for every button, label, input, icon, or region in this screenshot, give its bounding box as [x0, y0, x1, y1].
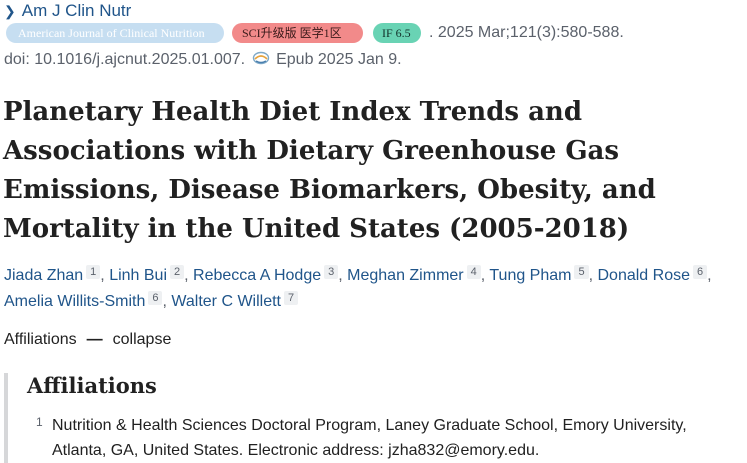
author-link[interactable]: Tung Pham — [489, 267, 572, 284]
author-item: Tung Pham 5, — [489, 265, 598, 284]
epub-date: Epub 2025 Jan 9. — [276, 51, 402, 68]
doi-text: doi: 10.1016/j.ajcnut.2025.01.007. — [4, 51, 246, 68]
author-link[interactable]: Rebecca A Hodge — [193, 267, 322, 284]
affiliation-ref[interactable]: 1 — [86, 265, 101, 279]
author-item: Walter C Willett 7 — [171, 291, 299, 310]
affiliation-ref[interactable]: 6 — [693, 265, 708, 279]
article-title: Planetary Health Diet Index Trends and A… — [3, 97, 656, 244]
affiliations-toggle[interactable]: Affiliations — collapse — [4, 331, 171, 349]
author-item: Linh Bui 2, — [109, 265, 194, 284]
author-link[interactable]: Walter C Willett — [171, 293, 281, 310]
author-link[interactable]: Meghan Zimmer — [347, 267, 464, 284]
affiliation-number: 1 — [36, 415, 43, 429]
affiliation-ref[interactable]: 4 — [466, 265, 481, 279]
affiliation-ref[interactable]: 3 — [324, 265, 339, 279]
journal-link[interactable]: Am J Clin Nutr — [21, 1, 132, 20]
toggle-separator: — — [86, 331, 103, 348]
journal-full-badge: American Journal of Clinical Nutrition — [6, 23, 224, 43]
affiliations-panel: Affiliations 1 Nutrition & Health Scienc… — [4, 373, 747, 463]
affiliation-ref[interactable]: 7 — [284, 291, 299, 305]
affiliations-toggle-label: Affiliations — [4, 331, 77, 348]
author-item: Rebecca A Hodge 3, — [193, 265, 348, 284]
author-link[interactable]: Donald Rose — [597, 267, 691, 284]
author-link[interactable]: Amelia Willits-Smith — [4, 293, 146, 310]
affiliation-ref[interactable]: 5 — [574, 265, 589, 279]
affiliation-text: Nutrition & Health Sciences Doctoral Pro… — [52, 417, 687, 459]
epub-icon — [252, 50, 270, 66]
affiliation-item: 1 Nutrition & Health Sciences Doctoral P… — [36, 413, 722, 463]
journal-row: ❯ Am J Clin Nutr — [4, 1, 131, 21]
sci-rank-badge: SCI升级版 医学1区 — [232, 23, 363, 43]
author-item: Donald Rose 6, — [597, 265, 712, 284]
affiliation-ref[interactable]: 6 — [148, 291, 163, 305]
author-link[interactable]: Jiada Zhan — [4, 267, 84, 284]
chevron-right-icon[interactable]: ❯ — [4, 2, 16, 19]
citation-details: . 2025 Mar;121(3):580-588. — [429, 24, 624, 41]
impact-factor-badge: IF 6.5 — [373, 23, 421, 43]
author-link[interactable]: Linh Bui — [109, 267, 168, 284]
affiliation-ref[interactable]: 2 — [170, 265, 185, 279]
collapse-link[interactable]: collapse — [112, 331, 172, 348]
author-list: Jiada Zhan 1, Linh Bui 2, Rebecca A Hodge 3… — [4, 263, 739, 315]
author-item: Amelia Willits-Smith 6, — [4, 291, 172, 310]
affiliations-heading: Affiliations — [27, 373, 157, 398]
author-item: Meghan Zimmer 4, — [347, 265, 490, 284]
tags-row: American Journal of Clinical Nutrition S… — [6, 23, 624, 43]
doi-row: doi: 10.1016/j.ajcnut.2025.01.007. Epub … — [4, 51, 402, 69]
author-item: Jiada Zhan 1, — [4, 265, 110, 284]
